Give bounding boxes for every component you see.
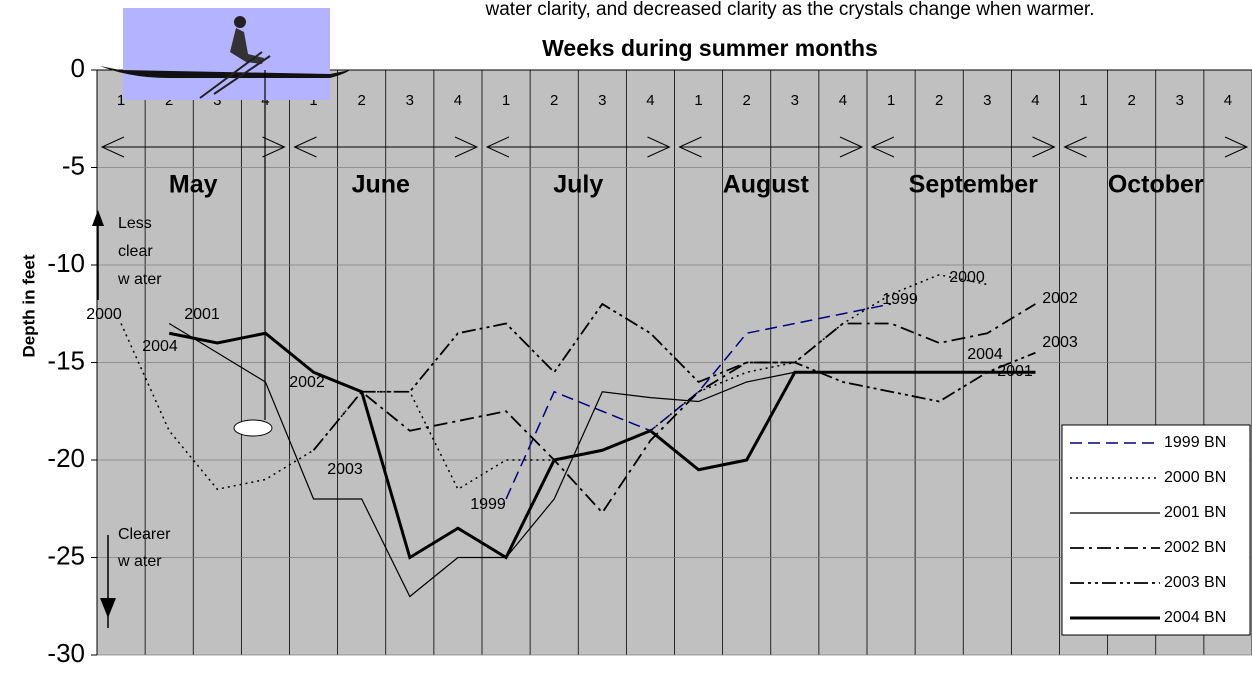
month-arrow xyxy=(100,136,286,158)
month-arrow xyxy=(678,136,864,158)
month-arrow xyxy=(870,136,1056,158)
week-label: 3 xyxy=(406,92,414,109)
y-tick-label: -30 xyxy=(47,638,85,668)
year-annotation: 2004 xyxy=(142,338,178,355)
legend-label: 2004 BN xyxy=(1164,609,1226,626)
year-annotation: 2000 xyxy=(949,269,985,286)
week-label: 1 xyxy=(309,92,317,109)
week-label: 2 xyxy=(935,92,943,109)
y-tick-label: -15 xyxy=(47,345,85,375)
y-tick-label: -20 xyxy=(47,443,85,473)
less-clear-label: w ater xyxy=(117,271,162,288)
week-label: 4 xyxy=(839,92,847,109)
month-arrow xyxy=(485,136,671,158)
week-label: 3 xyxy=(1176,92,1184,109)
series-line xyxy=(505,303,892,500)
week-label: 2 xyxy=(165,92,173,109)
week-label: 1 xyxy=(117,92,125,109)
year-annotation: 2002 xyxy=(289,374,325,391)
week-label: 2 xyxy=(550,92,558,109)
week-label: 2 xyxy=(1128,92,1136,109)
y-tick-label: -25 xyxy=(47,540,85,570)
caption: water clarity, and decreased clarity as … xyxy=(485,0,1095,20)
legend-label: 2002 BN xyxy=(1164,539,1226,556)
legend-label: 2000 BN xyxy=(1164,469,1226,486)
week-label: 4 xyxy=(454,92,462,109)
week-label: 3 xyxy=(983,92,991,109)
month-arrow xyxy=(293,136,479,158)
clearer-label: w ater xyxy=(117,553,162,570)
clarity-arrows xyxy=(92,210,116,628)
week-label: 1 xyxy=(887,92,895,109)
month-label: July xyxy=(553,171,603,199)
clearer-label: Clearer xyxy=(118,526,171,543)
rower-illustration xyxy=(100,8,350,437)
week-label: 4 xyxy=(1224,92,1232,109)
week-label: 2 xyxy=(358,92,366,109)
series-line xyxy=(120,273,988,491)
y-tick-label: -10 xyxy=(47,248,85,278)
series-line xyxy=(361,302,1036,403)
week-label: 2 xyxy=(743,92,751,109)
year-annotation: 2001 xyxy=(184,306,220,323)
week-label: 4 xyxy=(646,92,654,109)
legend-label: 2001 BN xyxy=(1164,504,1226,521)
year-annotation: 2003 xyxy=(327,461,363,478)
week-label: 1 xyxy=(502,92,510,109)
month-label: October xyxy=(1108,171,1204,199)
week-label: 1 xyxy=(694,92,702,109)
series-line xyxy=(168,331,1036,560)
legend-label: 2003 BN xyxy=(1164,574,1226,591)
month-arrow xyxy=(1063,136,1249,158)
year-annotation: 2004 xyxy=(967,346,1003,363)
week-label: 3 xyxy=(791,92,799,109)
month-label: June xyxy=(352,171,410,199)
week-label: 4 xyxy=(1031,92,1039,109)
month-label: September xyxy=(909,171,1038,199)
year-annotation: 1999 xyxy=(882,291,918,308)
y-tick-label: -5 xyxy=(62,150,85,180)
y-axis-label: Depth in feet xyxy=(19,254,38,357)
less-clear-label: Less xyxy=(118,215,152,232)
week-label: 1 xyxy=(1079,92,1087,109)
series-line xyxy=(312,303,1036,515)
year-annotation: 2003 xyxy=(1042,334,1078,351)
month-label: May xyxy=(169,171,218,199)
y-tick-label: 0 xyxy=(71,53,85,83)
less-clear-label: clear xyxy=(118,243,153,260)
year-annotation: 2000 xyxy=(86,306,122,323)
year-annotation: 2001 xyxy=(997,363,1033,380)
week-label: 3 xyxy=(213,92,221,109)
week-label: 3 xyxy=(598,92,606,109)
legend-label: 1999 BN xyxy=(1164,434,1226,451)
month-label: August xyxy=(723,171,810,199)
year-annotation: 1999 xyxy=(470,496,506,513)
chart-title: Weeks during summer months xyxy=(542,35,878,61)
year-annotation: 2002 xyxy=(1042,290,1078,307)
legend-box xyxy=(1061,424,1251,636)
chart-layer: 0 -5 -10 -15 -20 -25 -30 1 2 3 4 1 2 3 4 1 2 3 4 1 2 3 4 1 2 3 4 1 2… xyxy=(47,53,1252,668)
